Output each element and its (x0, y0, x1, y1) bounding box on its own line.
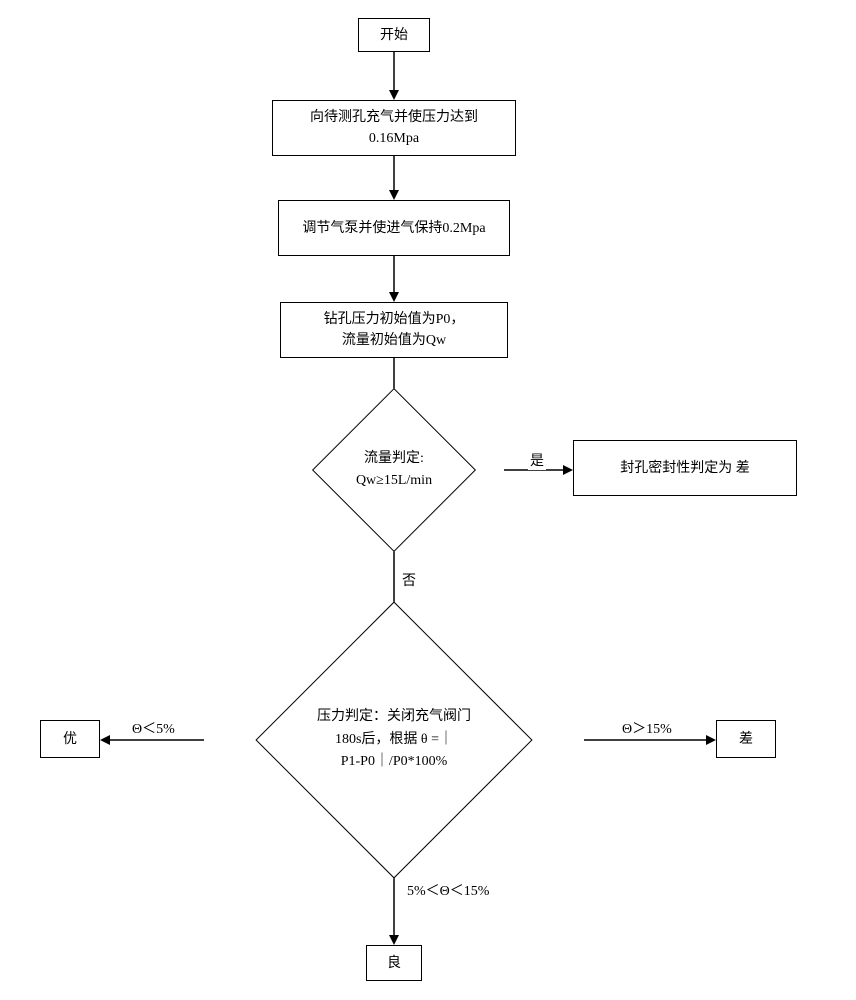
dec2-down-label: 5%＜Θ＜15% (405, 880, 491, 900)
dec1-yes-label: 是 (528, 450, 546, 470)
step1-node: 向待测孔充气并使压力达到 0.16Mpa (272, 100, 516, 156)
step3-label: 钻孔压力初始值为P0， 流量初始值为Qw (324, 309, 465, 351)
decision2-label: 压力判定：关闭充气阀门 180s后，根据 θ =｜ P1-P0｜/P0*100% (317, 706, 471, 773)
result-poor1-node: 封孔密封性判定为 差 (573, 440, 797, 496)
step2-node: 调节气泵并使进气保持0.2Mpa (278, 200, 510, 256)
start-node: 开始 (358, 18, 430, 52)
step3-node: 钻孔压力初始值为P0， 流量初始值为Qw (280, 302, 508, 358)
result-good-label: 良 (387, 953, 401, 974)
start-label: 开始 (380, 25, 408, 46)
result-poor2-label: 差 (739, 729, 753, 750)
result-excellent-node: 优 (40, 720, 100, 758)
result-excellent-label: 优 (63, 729, 77, 750)
result-poor1-label: 封孔密封性判定为 差 (620, 458, 750, 479)
result-poor2-node: 差 (716, 720, 776, 758)
decision2-text-wrap: 压力判定：关闭充气阀门 180s后，根据 θ =｜ P1-P0｜/P0*100% (280, 700, 508, 780)
decision1-label: 流量判定: Qw≥15L/min (356, 448, 432, 493)
decision1-text-wrap: 流量判定: Qw≥15L/min (304, 440, 484, 500)
step2-label: 调节气泵并使进气保持0.2Mpa (302, 218, 485, 239)
result-good-node: 良 (366, 945, 422, 981)
step1-label: 向待测孔充气并使压力达到 0.16Mpa (310, 107, 478, 149)
dec2-right-label: Θ＞15% (620, 718, 674, 738)
dec1-no-label: 否 (400, 570, 418, 590)
dec2-left-label: Θ＜5% (130, 718, 177, 738)
